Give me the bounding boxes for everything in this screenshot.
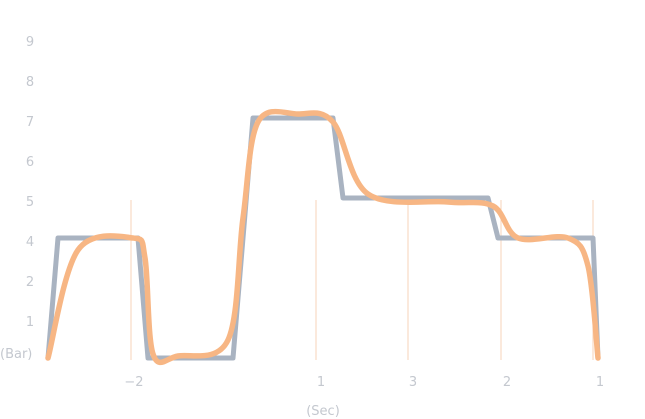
y-tick-label: 2 (26, 275, 34, 290)
x-tick-label: 1 (317, 375, 325, 390)
y-axis-label: (Bar) (0, 347, 32, 362)
y-tick-label: 8 (26, 75, 34, 90)
x-axis-label: (Sec) (306, 404, 340, 419)
x-tick-label: 1 (596, 375, 604, 390)
y-axis-ticks: 1 2 4 5 6 7 8 9 (26, 35, 34, 330)
y-tick-label: 6 (26, 155, 34, 170)
y-tick-label: 5 (26, 195, 34, 210)
x-tick-label: 3 (409, 375, 417, 390)
series-layer (45, 108, 601, 366)
smooth-series-line (45, 108, 601, 366)
x-tick-label: 2 (503, 375, 511, 390)
y-tick-label: 4 (26, 235, 34, 250)
y-tick-label: 7 (26, 115, 34, 130)
y-tick-label: 1 (26, 315, 34, 330)
vertical-guide-lines (130, 200, 594, 360)
x-axis-ticks: −2 1 3 2 1 (124, 375, 604, 390)
x-tick-label: −2 (124, 375, 143, 390)
y-tick-label: 9 (26, 35, 34, 50)
